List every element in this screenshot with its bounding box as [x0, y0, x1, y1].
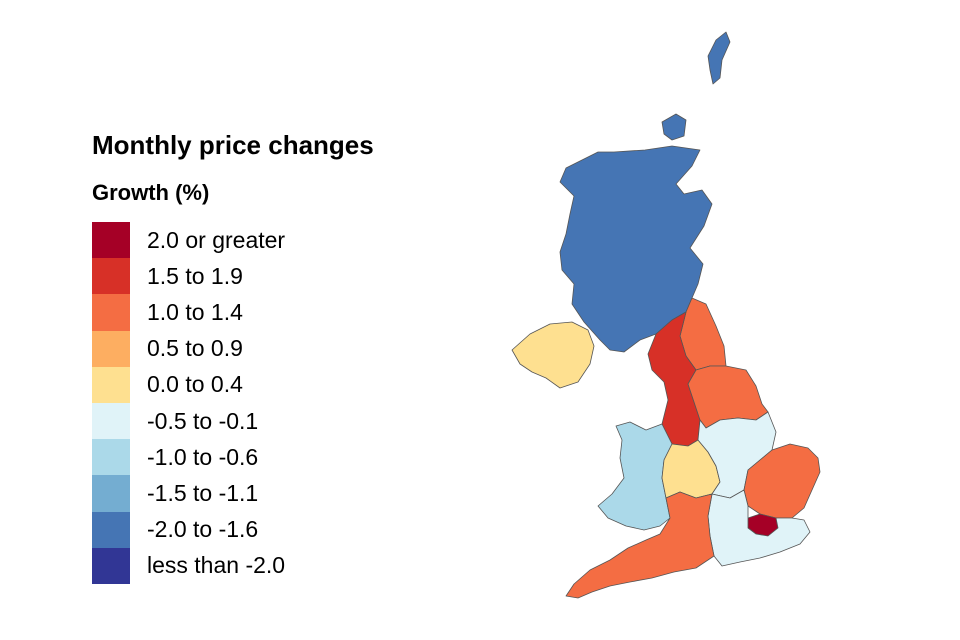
legend-item: -1.5 to -1.1 — [92, 475, 285, 512]
legend-swatch — [92, 547, 130, 584]
region-south-west[interactable] — [565, 491, 715, 599]
region-south-east[interactable] — [707, 489, 811, 567]
legend-label: 1.5 to 1.9 — [147, 262, 243, 289]
legend-item: 1.0 to 1.4 — [92, 294, 285, 331]
legend-item: 1.5 to 1.9 — [92, 258, 285, 295]
legend-label: -2.0 to -1.6 — [147, 516, 259, 543]
legend-item: less than -2.0 — [92, 547, 286, 584]
region-wales[interactable] — [597, 421, 673, 531]
region-yorkshire-humber[interactable] — [687, 365, 769, 429]
legend-item: 2.0 or greater — [92, 222, 286, 259]
legend-label: -1.5 to -1.1 — [147, 479, 259, 506]
legend-label: -0.5 to -0.1 — [147, 407, 259, 434]
region-scotland[interactable] — [559, 145, 713, 353]
legend-item: -2.0 to -1.6 — [92, 511, 285, 548]
legend-swatch — [92, 511, 130, 548]
legend-item: -0.5 to -0.1 — [92, 402, 285, 440]
legend-label: less than -2.0 — [147, 552, 286, 579]
legend-label: 0.5 to 0.9 — [147, 335, 243, 362]
legend-label: -1.0 to -0.6 — [147, 443, 259, 470]
legend-item: -1.0 to -0.6 — [92, 439, 285, 476]
region-northern-ireland[interactable] — [511, 321, 595, 389]
legend-swatch — [92, 330, 130, 367]
legend-label: 0.0 to 0.4 — [147, 371, 243, 398]
legend-swatch — [92, 439, 130, 476]
legend-item: 0.0 to 0.4 — [92, 366, 285, 403]
legend-swatch — [92, 222, 130, 259]
legend-title: Monthly price changes — [92, 130, 374, 160]
region-scotland-shetland[interactable] — [707, 31, 731, 85]
legend-item: 0.5 to 0.9 — [92, 330, 285, 367]
legend-swatch — [92, 475, 130, 512]
legend-subtitle: Growth (%) — [92, 180, 210, 205]
legend-label: 1.0 to 1.4 — [147, 298, 243, 325]
legend-swatch — [92, 366, 130, 403]
uk-region-map — [511, 31, 821, 599]
legend-swatch — [92, 402, 130, 440]
legend-swatch — [92, 294, 130, 331]
region-scotland-orkney[interactable] — [661, 113, 687, 141]
legend-swatch — [92, 258, 130, 295]
legend: 2.0 or greater 1.5 to 1.9 1.0 to 1.4 0.5… — [92, 222, 285, 584]
legend-label: 2.0 or greater — [147, 226, 286, 253]
